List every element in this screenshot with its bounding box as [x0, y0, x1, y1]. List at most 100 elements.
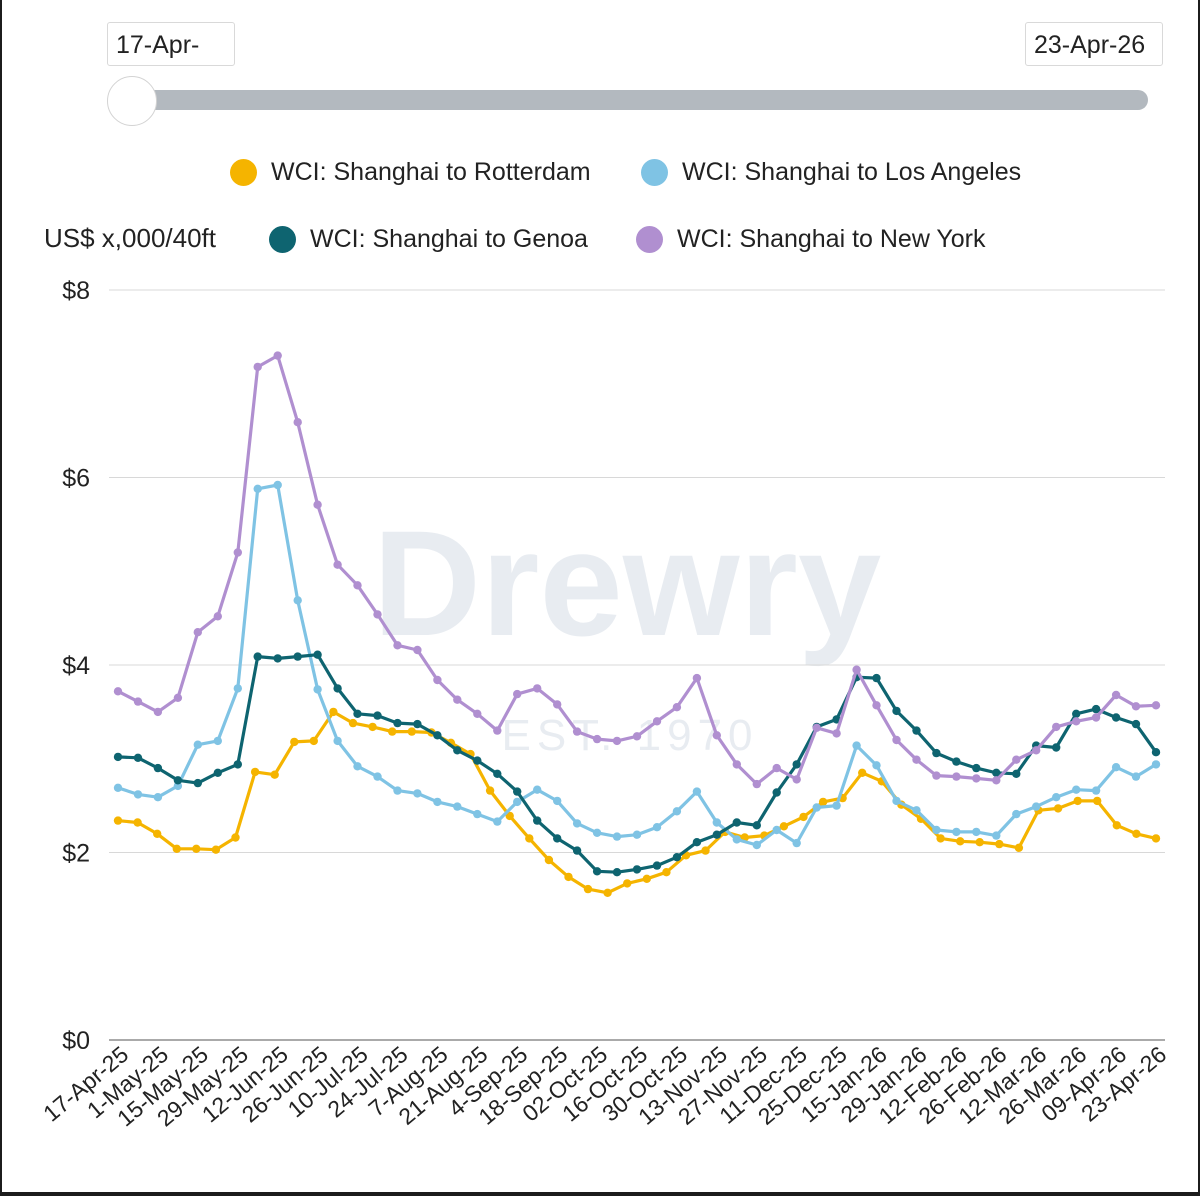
- data-point[interactable]: [912, 806, 921, 815]
- data-point[interactable]: [493, 726, 502, 735]
- data-point[interactable]: [413, 789, 422, 798]
- data-point[interactable]: [872, 761, 881, 770]
- data-point[interactable]: [1012, 755, 1021, 764]
- data-point[interactable]: [1093, 796, 1102, 806]
- data-point[interactable]: [1131, 702, 1141, 711]
- data-point[interactable]: [662, 868, 671, 877]
- data-point[interactable]: [293, 596, 302, 605]
- legend-item-los-angeles[interactable]: WCI: Shanghai to Los Angeles: [641, 158, 1021, 187]
- data-point[interactable]: [632, 830, 642, 839]
- data-point[interactable]: [952, 757, 961, 766]
- data-point[interactable]: [672, 853, 682, 862]
- data-point[interactable]: [612, 736, 622, 746]
- data-point[interactable]: [1072, 717, 1081, 726]
- data-point[interactable]: [231, 833, 240, 842]
- data-point[interactable]: [892, 706, 901, 716]
- data-point[interactable]: [952, 772, 961, 781]
- data-point[interactable]: [553, 834, 562, 843]
- data-point[interactable]: [972, 827, 981, 837]
- data-point[interactable]: [572, 846, 582, 855]
- data-point[interactable]: [872, 701, 881, 710]
- data-point[interactable]: [992, 776, 1001, 785]
- data-point[interactable]: [564, 872, 573, 882]
- data-point[interactable]: [368, 722, 377, 732]
- data-point[interactable]: [533, 684, 542, 693]
- data-point[interactable]: [732, 760, 741, 769]
- data-point[interactable]: [233, 760, 242, 769]
- data-point[interactable]: [413, 719, 422, 729]
- data-point[interactable]: [892, 796, 901, 806]
- data-point[interactable]: [892, 735, 901, 745]
- data-point[interactable]: [995, 839, 1004, 849]
- data-point[interactable]: [772, 763, 781, 773]
- data-point[interactable]: [701, 846, 710, 855]
- data-point[interactable]: [493, 769, 502, 778]
- data-point[interactable]: [992, 768, 1001, 777]
- data-point[interactable]: [393, 641, 402, 650]
- data-point[interactable]: [712, 731, 721, 740]
- data-point[interactable]: [172, 844, 181, 853]
- data-point[interactable]: [273, 351, 282, 360]
- data-point[interactable]: [752, 779, 761, 789]
- data-point[interactable]: [952, 827, 961, 837]
- data-point[interactable]: [858, 768, 867, 777]
- data-point[interactable]: [333, 736, 342, 746]
- data-point[interactable]: [975, 838, 984, 847]
- data-point[interactable]: [832, 801, 841, 810]
- data-point[interactable]: [1012, 769, 1021, 778]
- data-point[interactable]: [250, 767, 260, 777]
- data-point[interactable]: [329, 707, 338, 717]
- data-point[interactable]: [113, 752, 123, 762]
- data-point[interactable]: [513, 689, 522, 699]
- data-point[interactable]: [752, 821, 761, 830]
- data-point[interactable]: [173, 776, 183, 785]
- data-point[interactable]: [1072, 785, 1081, 794]
- data-point[interactable]: [792, 775, 801, 784]
- data-point[interactable]: [233, 548, 242, 557]
- data-point[interactable]: [932, 771, 941, 780]
- data-point[interactable]: [253, 484, 262, 493]
- data-point[interactable]: [1091, 704, 1101, 714]
- data-point[interactable]: [193, 740, 202, 749]
- data-point[interactable]: [1151, 834, 1161, 843]
- data-point[interactable]: [932, 748, 941, 758]
- data-point[interactable]: [525, 834, 534, 843]
- data-point[interactable]: [972, 774, 981, 783]
- data-point[interactable]: [1151, 748, 1161, 757]
- data-point[interactable]: [293, 418, 302, 427]
- data-point[interactable]: [388, 727, 397, 736]
- data-point[interactable]: [253, 362, 262, 372]
- data-point[interactable]: [348, 718, 358, 728]
- data-point[interactable]: [872, 673, 881, 683]
- data-point[interactable]: [583, 884, 593, 894]
- data-point[interactable]: [333, 560, 342, 569]
- data-point[interactable]: [936, 834, 945, 843]
- data-point[interactable]: [652, 861, 662, 870]
- data-point[interactable]: [113, 816, 123, 825]
- legend-item-genoa[interactable]: WCI: Shanghai to Genoa: [269, 225, 588, 254]
- data-point[interactable]: [1091, 713, 1101, 722]
- data-point[interactable]: [1052, 722, 1061, 732]
- data-point[interactable]: [353, 581, 362, 590]
- data-point[interactable]: [113, 687, 123, 696]
- data-point[interactable]: [473, 809, 482, 819]
- data-point[interactable]: [1111, 690, 1121, 700]
- data-point[interactable]: [513, 787, 522, 796]
- data-point[interactable]: [772, 825, 781, 835]
- data-point[interactable]: [113, 783, 123, 792]
- data-point[interactable]: [672, 807, 682, 816]
- data-point[interactable]: [533, 785, 542, 794]
- data-point[interactable]: [553, 796, 562, 806]
- data-point[interactable]: [353, 709, 362, 718]
- data-point[interactable]: [852, 665, 861, 674]
- data-point[interactable]: [1111, 713, 1121, 722]
- data-point[interactable]: [792, 760, 801, 769]
- data-point[interactable]: [612, 868, 622, 877]
- data-point[interactable]: [632, 732, 642, 741]
- data-point[interactable]: [712, 818, 721, 827]
- data-point[interactable]: [153, 793, 163, 802]
- data-point[interactable]: [407, 727, 416, 736]
- data-point[interactable]: [453, 746, 462, 755]
- data-point[interactable]: [672, 703, 682, 712]
- data-point[interactable]: [133, 790, 143, 799]
